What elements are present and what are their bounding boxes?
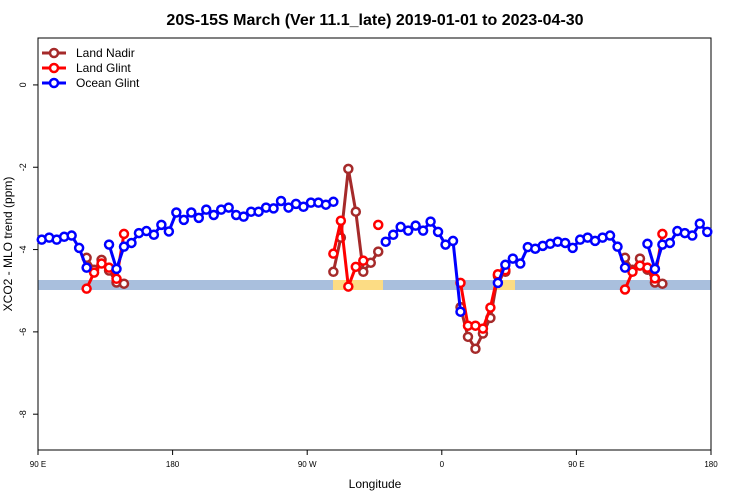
point (178, 214, 190, 226)
point (275, 195, 287, 207)
point (163, 226, 175, 237)
chart-title: 20S-15S March (Ver 11.1_late) 2019-01-01… (166, 12, 583, 29)
point (612, 241, 623, 252)
point (492, 277, 504, 289)
point (88, 267, 100, 278)
x-tick-label: 90 W (298, 460, 317, 469)
point (657, 278, 668, 289)
point (642, 238, 653, 250)
point (387, 229, 399, 240)
x-tick-label: 180 (166, 460, 180, 469)
x-tick-label: 0 (440, 460, 445, 469)
point (619, 284, 631, 295)
point (350, 206, 362, 217)
point (567, 242, 578, 254)
land-strip (333, 280, 383, 290)
legend-label: Land Glint (76, 61, 131, 75)
point (627, 266, 638, 278)
point (81, 283, 92, 294)
point (223, 202, 234, 213)
x-tick-label: 180 (704, 460, 718, 469)
point (268, 203, 279, 214)
point (604, 230, 616, 241)
point (447, 235, 459, 247)
point (201, 204, 212, 215)
point (694, 218, 706, 229)
point (500, 259, 511, 271)
point (81, 262, 92, 273)
point (103, 239, 115, 250)
point (335, 215, 347, 226)
point (193, 212, 205, 224)
series-line (85, 167, 663, 351)
legend-marker (48, 47, 60, 59)
point (343, 281, 354, 292)
point (702, 226, 713, 238)
point (649, 273, 661, 284)
y-tick-label: -4 (18, 246, 28, 254)
point (358, 255, 369, 266)
point (186, 207, 197, 218)
point (118, 228, 130, 240)
point (66, 230, 77, 241)
point (73, 242, 85, 254)
point (372, 219, 384, 231)
point (425, 216, 436, 227)
point (507, 253, 519, 264)
point (485, 302, 496, 313)
point (372, 246, 384, 257)
legend-label: Ocean Glint (76, 76, 140, 90)
y-axis-label: XCO2 - MLO trend (ppm) (1, 177, 15, 312)
x-tick-label: 90 E (30, 460, 46, 469)
y-tick-label: -2 (18, 163, 28, 171)
point (432, 226, 444, 238)
point (171, 207, 182, 218)
point (298, 201, 309, 213)
x-tick-label: 90 E (568, 460, 584, 469)
point (111, 263, 122, 275)
land-strip (493, 280, 515, 290)
point (358, 266, 369, 278)
point (417, 225, 429, 236)
point (664, 237, 676, 249)
point (328, 248, 339, 259)
point (515, 258, 526, 269)
point (156, 219, 167, 231)
point (619, 262, 631, 273)
point (649, 263, 661, 275)
point (350, 261, 362, 273)
point (253, 206, 264, 217)
point (455, 306, 466, 317)
point (96, 258, 107, 269)
legend-label: Land Nadir (76, 46, 135, 60)
point (687, 230, 698, 241)
y-tick-label: -8 (18, 410, 28, 418)
point (410, 220, 421, 231)
legend-marker (48, 77, 60, 89)
y-tick-label: 0 (18, 82, 28, 87)
point (657, 228, 668, 240)
point (470, 343, 481, 354)
point (380, 236, 391, 247)
point (328, 266, 339, 278)
x-axis-label: Longitude (349, 477, 402, 491)
point (148, 229, 160, 240)
point (238, 211, 249, 222)
point (328, 196, 339, 208)
point (126, 237, 137, 249)
legend-marker (48, 62, 60, 74)
point (402, 225, 414, 236)
surface-strip (38, 280, 711, 290)
point (111, 273, 122, 285)
point (118, 278, 130, 289)
point (477, 323, 489, 334)
point (462, 331, 474, 343)
point (343, 163, 354, 175)
plot-frame (37, 37, 712, 451)
y-tick-label: -6 (18, 328, 28, 336)
point (559, 237, 571, 249)
point (208, 209, 219, 221)
